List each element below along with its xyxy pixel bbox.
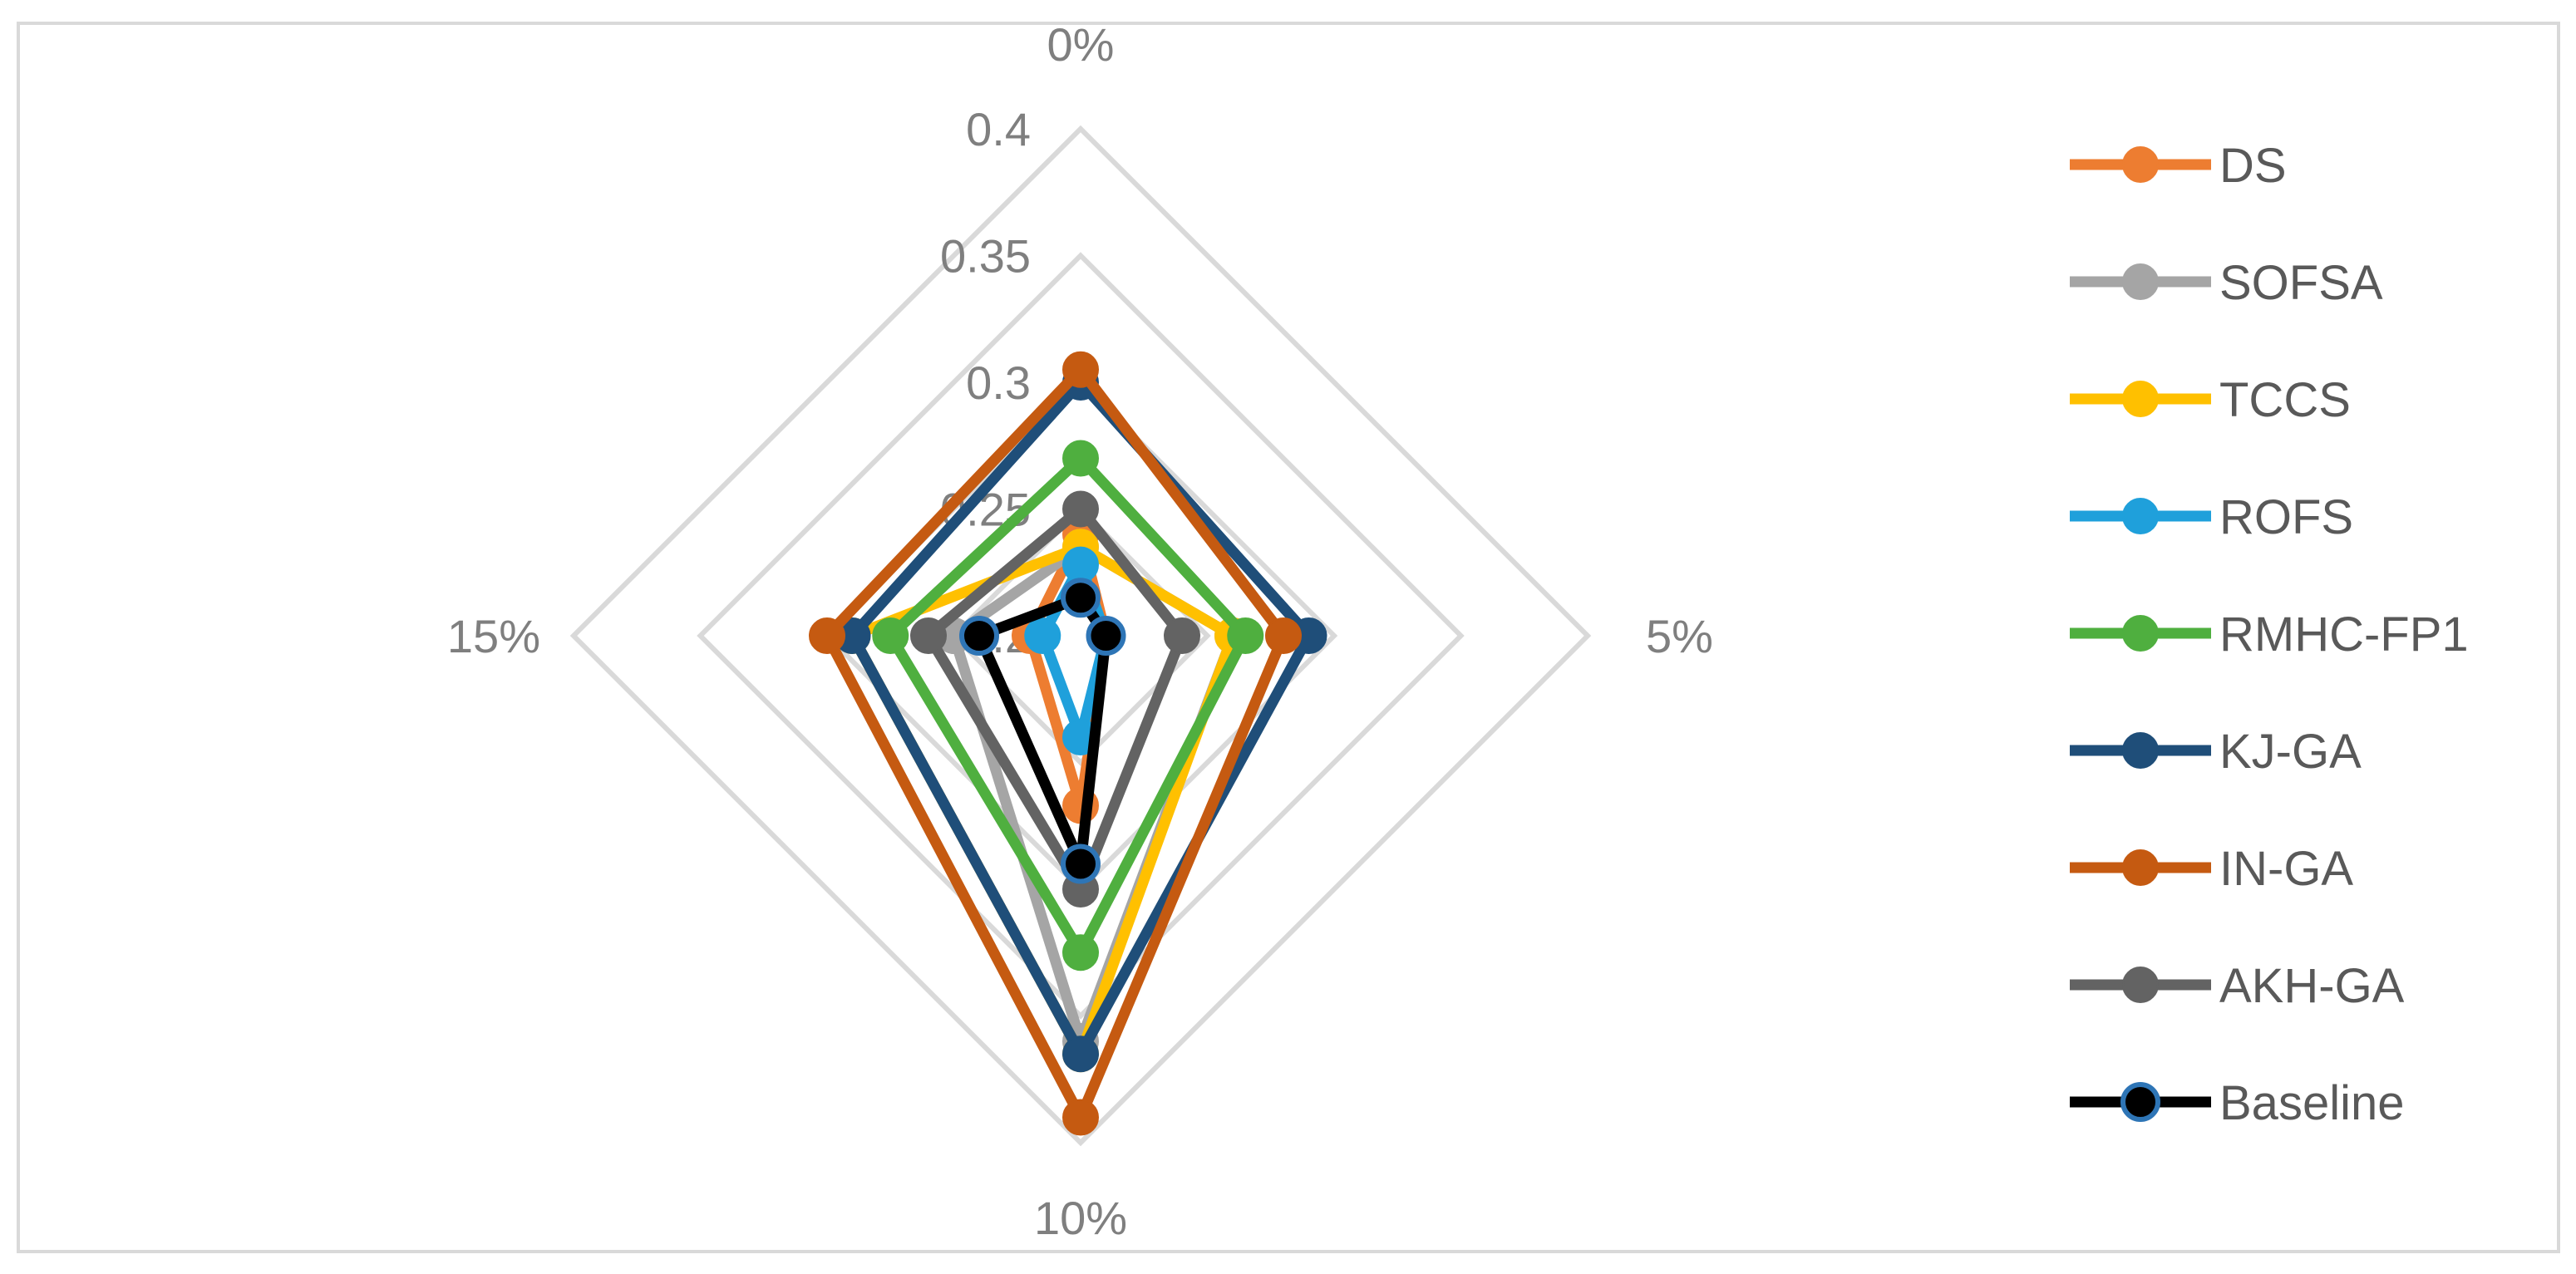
legend-item: SOFSA [2070,256,2383,310]
legend-marker [2122,967,2159,1003]
data-point [1024,617,1061,654]
tick-label: 0.4 [966,103,1031,155]
category-label: 15% [447,610,540,662]
legend-label: RMHC-FP1 [2219,607,2469,662]
series-in-ga [809,351,1302,1136]
data-point [1265,617,1302,654]
grid-ring [697,252,1465,1020]
legend-marker [2122,498,2159,534]
legend: DS SOFSA TCCS ROFS RMHC-FP1 KJ-GA IN-GA AKH-GA B… [2070,139,2469,1130]
legend-label: IN-GA [2219,842,2353,896]
legend-label: KJ-GA [2219,725,2362,779]
legend-label: ROFS [2219,490,2353,544]
data-point [1062,1099,1099,1136]
data-point [1086,616,1126,656]
legend-label: Baseline [2219,1076,2404,1130]
legend-marker [2122,849,2159,886]
legend-item: TCCS [2070,373,2351,427]
grid-ring [569,125,1592,1147]
tick-label: 0.35 [940,230,1031,283]
data-point [872,617,909,654]
legend-marker [2122,263,2159,300]
legend-item: KJ-GA [2070,725,2362,779]
data-point [1062,490,1099,528]
data-point [1164,617,1200,654]
category-labels: 0% 5% 10% 15% [447,18,1713,1244]
legend-item: AKH-GA [2070,959,2405,1013]
data-point [959,616,999,656]
legend-marker [2120,1082,2160,1122]
legend-item: Baseline [2070,1076,2404,1130]
chart-frame [17,22,2560,1253]
data-point [809,617,845,654]
legend-marker [2122,615,2159,652]
tick-label: 0.3 [966,357,1031,409]
legend-label: DS [2219,139,2287,193]
data-point [910,617,947,654]
legend-marker [2122,381,2159,417]
series-rmhc-fp1 [872,440,1264,971]
data-point [1062,934,1099,971]
data-point [1227,617,1264,654]
series-akh-ga [910,490,1200,908]
legend-marker [2122,146,2159,183]
legend-marker [2122,732,2159,769]
legend-label: AKH-GA [2219,959,2405,1013]
legend-label: SOFSA [2219,256,2383,310]
category-label: 5% [1646,610,1713,662]
legend-item: DS [2070,139,2287,193]
series-baseline [959,578,1126,884]
data-point [1062,546,1099,583]
data-point [1062,1035,1099,1073]
legend-item: ROFS [2070,490,2353,544]
series-group [809,351,1327,1136]
data-point [1062,440,1099,477]
data-point [1061,578,1101,618]
data-point [1062,351,1099,388]
legend-item: RMHC-FP1 [2070,607,2469,662]
legend-item: IN-GA [2070,842,2353,896]
radar-grid [569,125,1592,1147]
category-label: 0% [1047,18,1115,71]
data-point [1061,844,1101,884]
legend-label: TCCS [2219,373,2351,427]
category-label: 10% [1034,1192,1127,1244]
